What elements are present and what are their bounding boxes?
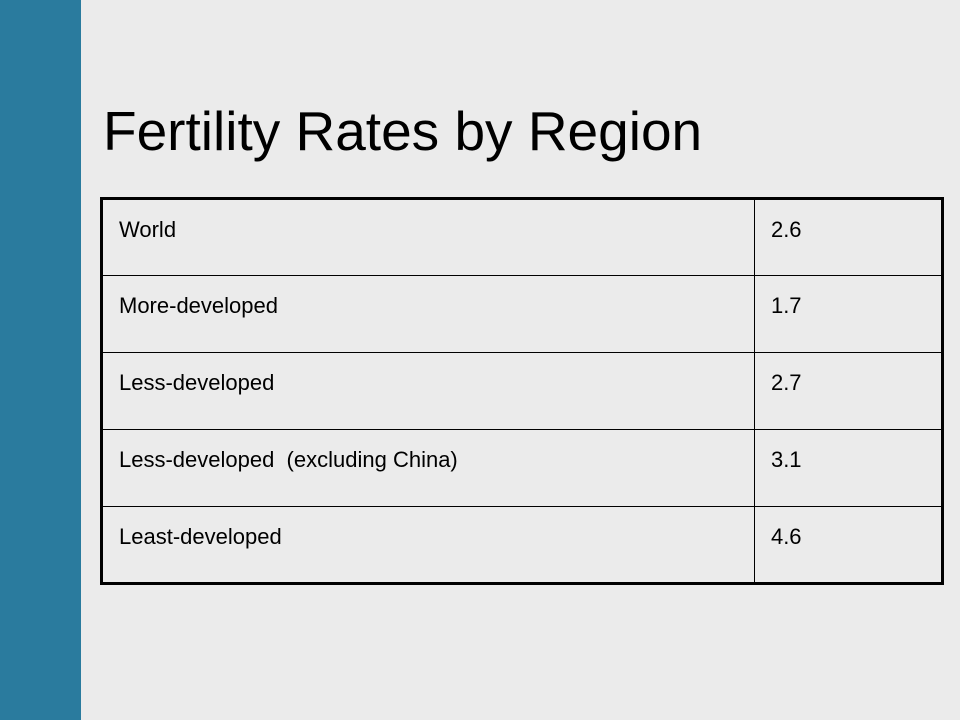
rate-cell: 2.6 — [753, 198, 944, 276]
accent-side-bar — [0, 0, 81, 720]
rate-cell: 4.6 — [753, 506, 944, 584]
table-row: More-developed 1.7 — [101, 275, 944, 353]
region-cell: World — [101, 198, 755, 276]
region-cell: More-developed — [101, 275, 755, 353]
rate-cell: 2.7 — [753, 352, 944, 430]
region-cell: Less-developed — [101, 352, 755, 430]
table-row: Less-developed (excluding China) 3.1 — [101, 429, 944, 507]
region-cell: Least-developed — [101, 506, 755, 584]
fertility-rates-table: World 2.6 More-developed 1.7 Less-develo… — [100, 197, 944, 585]
region-cell: Less-developed (excluding China) — [101, 429, 755, 507]
table-row: World 2.6 — [101, 198, 944, 276]
slide-title: Fertility Rates by Region — [103, 100, 703, 162]
rate-cell: 1.7 — [753, 275, 944, 353]
rate-cell: 3.1 — [753, 429, 944, 507]
table-row: Least-developed 4.6 — [101, 506, 944, 584]
table-row: Less-developed 2.7 — [101, 352, 944, 430]
